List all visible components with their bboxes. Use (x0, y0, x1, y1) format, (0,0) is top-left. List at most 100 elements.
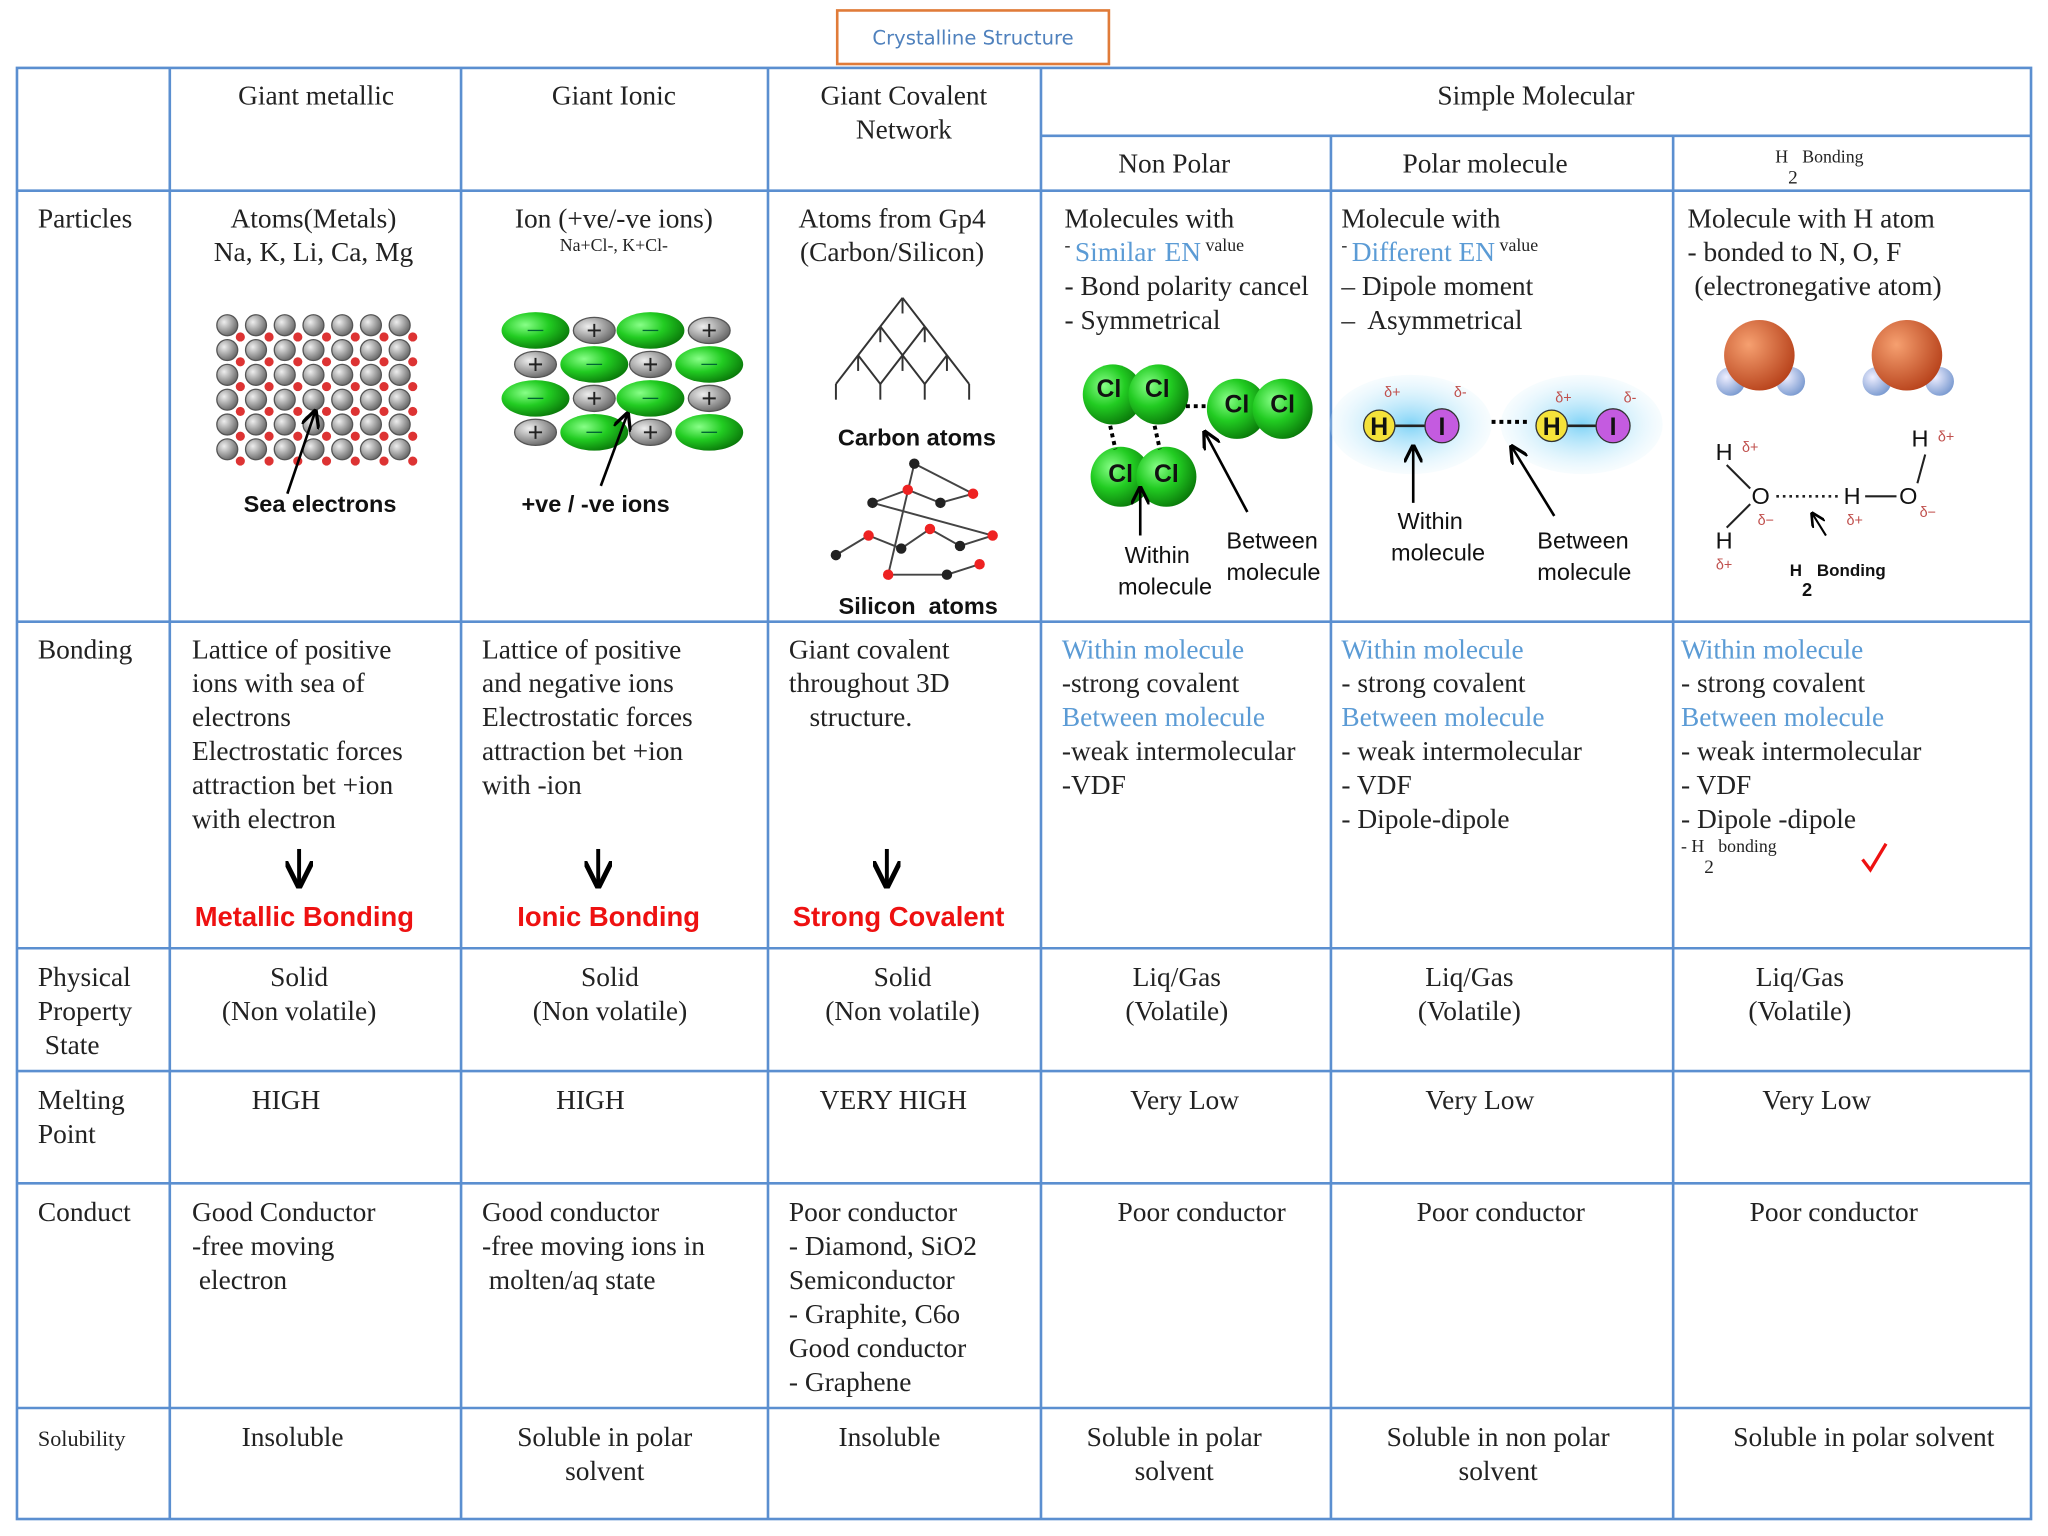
illustration-part (887, 463, 916, 575)
text-line: ions with sea of (192, 668, 366, 698)
illustration-part (302, 338, 325, 362)
illustration-part (1362, 409, 1396, 443)
illustration-part (923, 354, 948, 385)
illustration-part (835, 534, 870, 556)
text-line: Semiconductor (789, 1265, 955, 1295)
text-line: - weak intermolecular (1681, 736, 1921, 766)
text-line: Electrostatic forces (192, 736, 403, 766)
illustration-part (1136, 446, 1197, 507)
text-line: -weak intermolecular (1062, 736, 1296, 766)
text-line: – Dipole moment (1340, 271, 1533, 301)
illustration-part (643, 425, 657, 439)
illustration-part (900, 528, 931, 550)
text-line: H (1844, 483, 1861, 509)
text-line: Cl (1108, 461, 1133, 488)
illustration-part (244, 413, 268, 436)
illustration-part (946, 563, 980, 576)
text-line: - strong covalent (1681, 668, 1866, 698)
illustration-part (302, 388, 325, 411)
text-line: Particles (38, 203, 132, 233)
illustration-part (901, 325, 926, 356)
illustration-part (293, 332, 303, 342)
illustration-part (293, 431, 303, 441)
text-line: - strong covalent (1341, 668, 1526, 698)
text-line: Solid (581, 962, 639, 992)
text-line: (Non volatile) (222, 996, 377, 1026)
text-line: Lattice of positive (482, 634, 681, 664)
text-line: HIGH (252, 1085, 321, 1115)
illustration-part (379, 332, 389, 342)
text-line: Good Conductor (192, 1197, 375, 1227)
text-line: Good conductor (482, 1197, 659, 1227)
text-line: Network (856, 114, 952, 144)
text-line: δ+ (1555, 390, 1571, 406)
text-line: with electron (192, 804, 336, 834)
illustration-part (408, 406, 418, 416)
text-line: Property (38, 996, 133, 1026)
illustration-part (264, 431, 274, 441)
illustration-part (940, 492, 974, 504)
illustration-part (359, 413, 383, 436)
text-line: Carbon atoms (838, 424, 996, 450)
text-line: structure. (789, 702, 912, 732)
text-line: Between molecule (1341, 702, 1544, 732)
illustration-part (1871, 320, 1943, 391)
text-line: - weak intermolecular (1341, 736, 1581, 766)
text-line: Solid (270, 962, 328, 992)
text-line: molten/aq state (482, 1265, 656, 1295)
text-segment: Different EN (1352, 237, 1496, 267)
text-segment: - (1064, 235, 1074, 255)
text-line: State (38, 1030, 100, 1060)
text-line: (electronegative atom) (1688, 271, 1942, 301)
text-line: δ− (1920, 505, 1936, 521)
text-line: Good conductor (789, 1333, 966, 1363)
text-line: Within molecule (1681, 634, 1863, 664)
text-line: Between (1537, 528, 1628, 554)
illustration-part (408, 332, 418, 342)
illustration-part (293, 406, 303, 416)
text-line: electron (192, 1265, 287, 1295)
illustration-part (350, 357, 360, 367)
illustration-part (286, 413, 314, 495)
text-line: Strong Covalent (793, 901, 1005, 932)
illustration-part (264, 332, 274, 342)
illustration-part (331, 314, 354, 337)
text-line: δ+ (1938, 429, 1954, 445)
text-line: Within (1398, 508, 1463, 534)
text-segment: Within molecule (1681, 634, 1863, 664)
illustration-part (331, 338, 354, 362)
text-line: H2 Bonding (1790, 561, 1886, 600)
text-line: Very Low (1425, 1085, 1534, 1115)
text-segment: Na (560, 235, 581, 255)
text-line: Cl (1145, 376, 1170, 403)
illustration-part (235, 382, 245, 392)
illustration-part (1595, 408, 1631, 444)
text-line: δ+ (1384, 385, 1400, 401)
text-line: Solid (874, 962, 932, 992)
illustration-part (350, 382, 360, 392)
illustration-part (946, 354, 970, 385)
text-line: solvent (1459, 1456, 1539, 1486)
text-line: Between (1226, 528, 1317, 554)
table-grid (15, 66, 2033, 1521)
text-line: I (1610, 414, 1617, 441)
text-line: H (1912, 426, 1929, 452)
text-line: Lattice of positive (192, 634, 391, 664)
illustration-part (388, 363, 411, 386)
illustration-part (235, 456, 245, 466)
text-line: Giant Covalent (820, 80, 987, 110)
text-segment: Within molecule (1341, 634, 1523, 664)
illustration-part (1252, 378, 1313, 439)
text-line: Soluble in polar solvent (1733, 1422, 1994, 1452)
text-line: Cl (1224, 392, 1249, 419)
text-line: Within molecule (1341, 634, 1523, 664)
illustration-part (702, 323, 716, 337)
illustration-part (879, 325, 904, 356)
illustration-part (408, 456, 418, 466)
illustration-part (264, 456, 274, 466)
text-line: Atoms(Metals) (231, 203, 397, 233)
text-line: O (1899, 483, 1917, 509)
text-line: solvent (1135, 1456, 1215, 1486)
illustration-part (244, 363, 268, 386)
